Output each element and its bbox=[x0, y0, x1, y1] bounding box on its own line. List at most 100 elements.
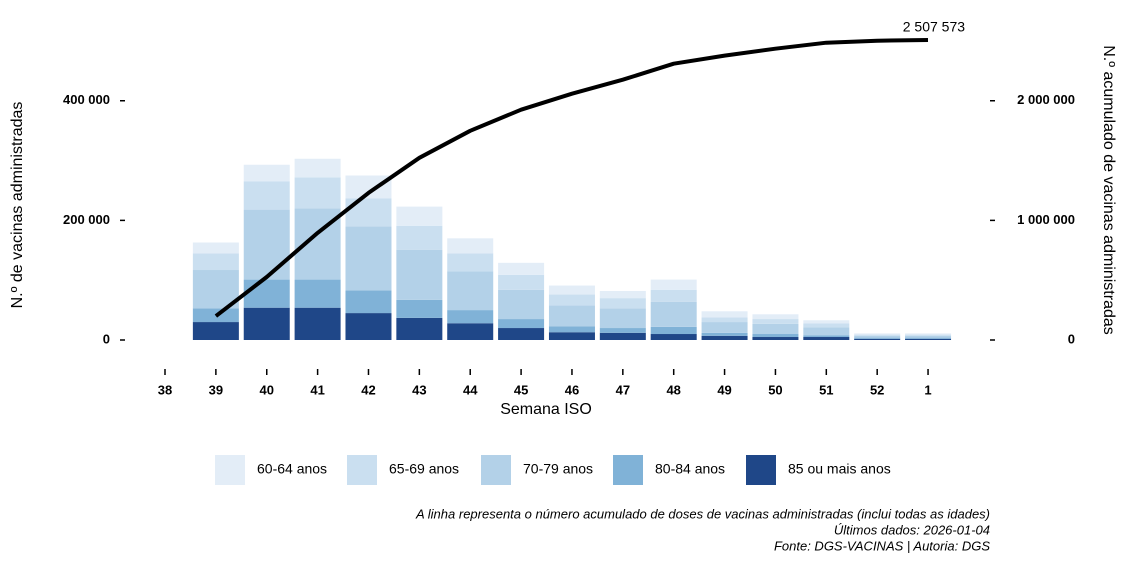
bar-segment bbox=[905, 333, 952, 335]
legend-swatch bbox=[613, 455, 643, 485]
bar-segment bbox=[396, 206, 443, 226]
y2-tick-label: 2 000 000 bbox=[1017, 92, 1075, 107]
bar-segment bbox=[599, 332, 646, 340]
x-tick-label: 52 bbox=[870, 382, 884, 397]
bar-segment bbox=[803, 320, 850, 324]
bar-segment bbox=[345, 175, 392, 199]
bar-segment bbox=[905, 334, 952, 336]
bar-segment bbox=[752, 337, 799, 340]
x-tick-label: 1 bbox=[924, 382, 931, 397]
bar-segment bbox=[599, 298, 646, 309]
bar-segment bbox=[447, 238, 494, 254]
bar-segment bbox=[548, 332, 595, 340]
x-tick-label: 39 bbox=[209, 382, 223, 397]
bar-segment bbox=[905, 335, 952, 338]
bar-segment bbox=[396, 317, 443, 340]
legend-label: 70-79 anos bbox=[523, 461, 593, 477]
x-tick-label: 46 bbox=[565, 382, 579, 397]
bar-segment bbox=[498, 262, 545, 275]
bar-segment bbox=[192, 322, 239, 340]
x-tick-label: 49 bbox=[717, 382, 731, 397]
bar-segment bbox=[650, 289, 697, 302]
bar-segment bbox=[854, 333, 901, 335]
bar-segment bbox=[701, 332, 748, 336]
bar-segment bbox=[498, 328, 545, 340]
bar-segment bbox=[243, 164, 290, 182]
legend-label: 60-64 anos bbox=[257, 461, 327, 477]
bar-segment bbox=[905, 337, 952, 339]
y-tick-label: 400 000 bbox=[63, 92, 110, 107]
y-tick-label: 200 000 bbox=[63, 212, 110, 227]
bar-segment bbox=[243, 209, 290, 280]
legend-label: 85 ou mais anos bbox=[788, 461, 891, 477]
bar-segment bbox=[396, 225, 443, 250]
cumulative-line bbox=[214, 38, 929, 318]
bar-segment bbox=[345, 226, 392, 291]
x-tick-label: 50 bbox=[768, 382, 782, 397]
footnote: A linha representa o número acumulado de… bbox=[415, 506, 990, 521]
bar-segment bbox=[294, 177, 341, 209]
bar-segment bbox=[447, 271, 494, 311]
x-tick-label: 38 bbox=[158, 382, 172, 397]
bar-segment bbox=[803, 335, 850, 338]
bar-segment bbox=[243, 307, 290, 340]
bar-segment bbox=[345, 313, 392, 340]
x-tick-label: 41 bbox=[310, 382, 324, 397]
legend-swatch bbox=[347, 455, 377, 485]
bar-segment bbox=[701, 311, 748, 318]
bar-segment bbox=[396, 299, 443, 318]
bar-segment bbox=[243, 181, 290, 210]
bar-segment bbox=[599, 328, 646, 333]
bar-segment bbox=[854, 335, 901, 338]
legend-swatch bbox=[481, 455, 511, 485]
x-tick-label: 48 bbox=[666, 382, 680, 397]
bar-segment bbox=[752, 319, 799, 324]
bar-segment bbox=[905, 338, 952, 340]
bar-segment bbox=[650, 301, 697, 327]
bar-segment bbox=[599, 290, 646, 299]
bar-segment bbox=[498, 319, 545, 329]
bar-segment bbox=[447, 310, 494, 324]
y2-axis-title: N.º acumulado de vacinas administradas bbox=[1100, 45, 1117, 335]
x-axis-title: Semana ISO bbox=[500, 401, 592, 418]
legend-swatch bbox=[746, 455, 776, 485]
bar-segment bbox=[548, 294, 595, 306]
x-tick-label: 44 bbox=[463, 382, 478, 397]
bar-segment bbox=[243, 279, 290, 308]
bar-segment bbox=[345, 198, 392, 227]
bar-segment bbox=[701, 335, 748, 340]
bar-segment bbox=[192, 253, 239, 271]
y-tick-label: 0 bbox=[103, 331, 110, 346]
x-tick-label: 45 bbox=[514, 382, 528, 397]
bar-segment bbox=[498, 289, 545, 320]
bar-segment bbox=[548, 326, 595, 333]
bar-segment bbox=[599, 308, 646, 329]
bar-segment bbox=[803, 327, 850, 336]
bar-segment bbox=[752, 334, 799, 338]
bar-segment bbox=[854, 334, 901, 336]
footnote: Fonte: DGS-VACINAS | Autoria: DGS bbox=[774, 538, 990, 553]
bar-segment bbox=[752, 323, 799, 335]
bar-segment bbox=[650, 279, 697, 290]
bar-segment bbox=[447, 323, 494, 340]
bar-segment bbox=[294, 158, 341, 178]
bar-segment bbox=[447, 253, 494, 272]
bar-segment bbox=[752, 314, 799, 320]
bar-segment bbox=[294, 307, 341, 340]
bar-segment bbox=[701, 322, 748, 333]
bar-segment bbox=[548, 285, 595, 295]
bar-segment bbox=[803, 337, 850, 340]
bar-segment bbox=[345, 290, 392, 314]
bar-segment bbox=[803, 323, 850, 328]
footnote: Últimos dados: 2026-01-04 bbox=[834, 522, 990, 537]
bar-segment bbox=[396, 249, 443, 300]
legend-label: 80-84 anos bbox=[655, 461, 725, 477]
y-axis-title: N.º de vacinas administradas bbox=[9, 102, 26, 309]
bar-segment bbox=[548, 305, 595, 327]
x-tick-label: 42 bbox=[361, 382, 375, 397]
x-tick-label: 51 bbox=[819, 382, 833, 397]
x-tick-label: 43 bbox=[412, 382, 426, 397]
legend-label: 65-69 anos bbox=[389, 461, 459, 477]
bar-segment bbox=[192, 242, 239, 254]
